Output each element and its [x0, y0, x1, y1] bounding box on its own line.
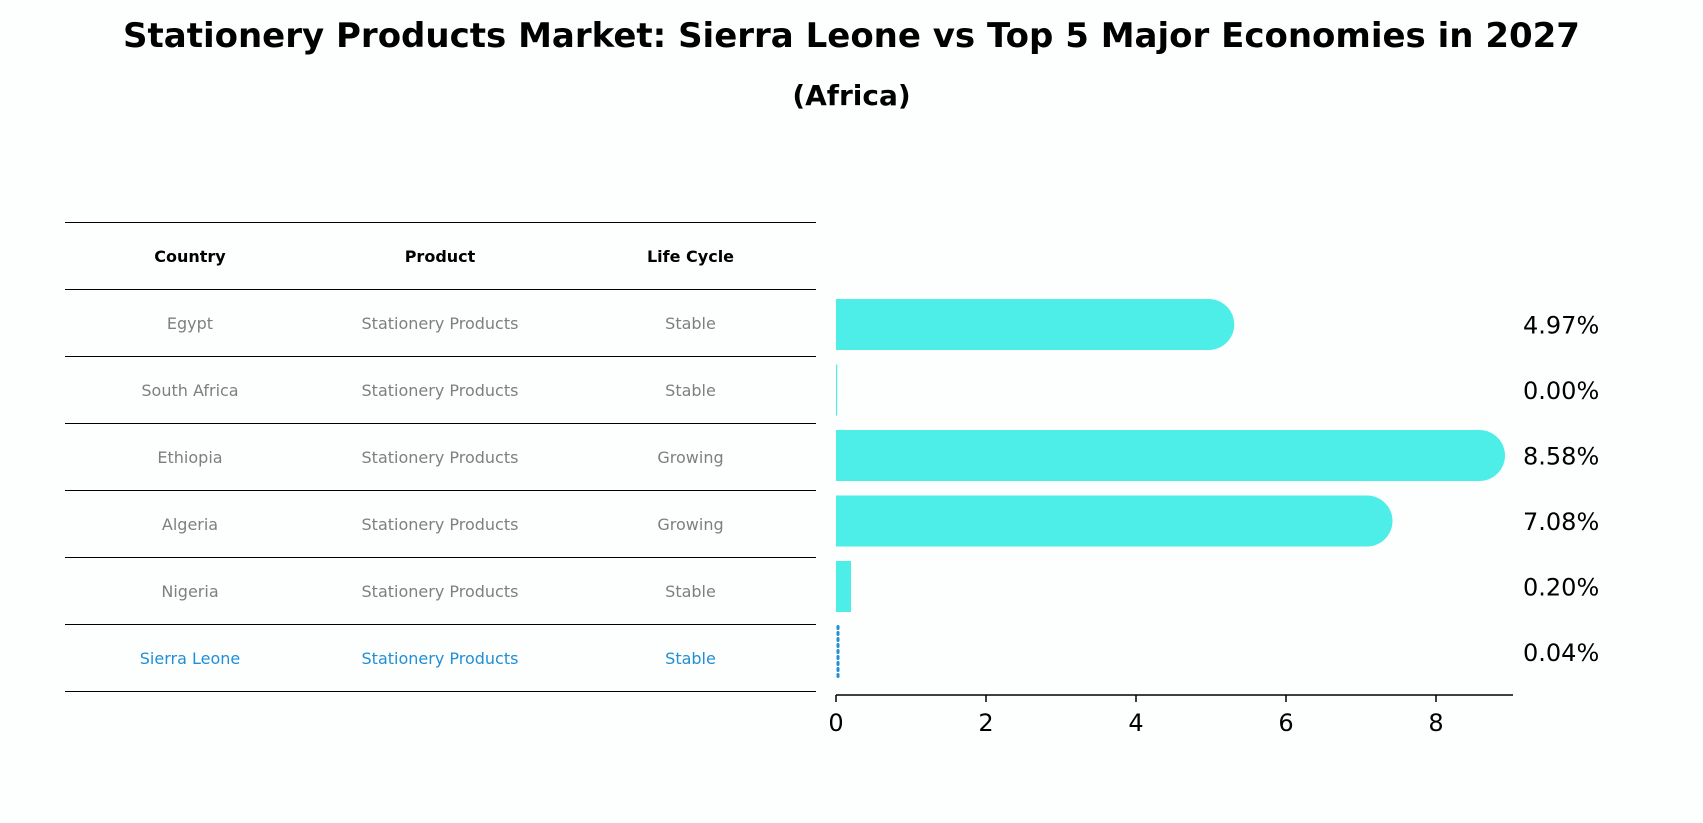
cell-product: Stationery Products	[361, 514, 519, 534]
cell-country: Sierra Leone	[139, 648, 241, 668]
cell-country: Egypt	[166, 313, 214, 333]
table-row-highlight: Sierra Leone Stationery Products Stable	[65, 625, 816, 692]
value-label: 0.20%	[1523, 574, 1599, 602]
data-table: Country Product Life Cycle Egypt Station…	[65, 222, 816, 692]
value-label: 0.04%	[1523, 639, 1599, 667]
x-tick-label: 8	[1428, 709, 1443, 737]
x-tick-label: 0	[828, 709, 843, 737]
x-tick-label: 6	[1278, 709, 1293, 737]
table-row: Nigeria Stationery Products Stable	[65, 558, 816, 625]
cell-life-cycle: Stable	[665, 648, 716, 668]
cell-life-cycle: Growing	[657, 447, 724, 467]
table-row: Algeria Stationery Products Growing	[65, 491, 816, 558]
cell-product: Stationery Products	[361, 581, 519, 601]
table-header-row: Country Product Life Cycle	[65, 222, 816, 290]
header-life-cycle: Life Cycle	[646, 246, 735, 266]
cell-country: Nigeria	[161, 581, 219, 601]
header-country: Country	[154, 246, 226, 266]
value-label: 4.97%	[1523, 312, 1599, 340]
cell-product: Stationery Products	[361, 380, 519, 400]
cell-life-cycle: Growing	[657, 514, 724, 534]
value-label: 0.00%	[1523, 377, 1599, 405]
table-row: South Africa Stationery Products Stable	[65, 357, 816, 424]
bar-south-africa	[836, 364, 838, 416]
header-product: Product	[404, 246, 476, 266]
bar-egypt	[836, 299, 1235, 350]
bar-algeria	[836, 495, 1393, 547]
table-row: Ethiopia Stationery Products Growing	[65, 424, 816, 491]
chart-title: Stationery Products Market: Sierra Leone…	[123, 16, 1580, 56]
cell-life-cycle: Stable	[665, 380, 716, 400]
x-tick-label: 4	[1128, 709, 1143, 737]
cell-country: Ethiopia	[157, 447, 223, 467]
cell-life-cycle: Stable	[665, 581, 716, 601]
cell-country: Algeria	[161, 514, 219, 534]
cell-life-cycle: Stable	[665, 313, 716, 333]
x-tick-label: 2	[978, 709, 993, 737]
cell-product: Stationery Products	[361, 447, 519, 467]
chart-subtitle: (Africa)	[792, 79, 911, 112]
value-label: 8.58%	[1523, 443, 1599, 471]
cell-country: South Africa	[141, 380, 239, 400]
bar-ethiopia	[836, 430, 1506, 481]
bar-nigeria	[836, 561, 851, 612]
cell-product: Stationery Products	[361, 313, 519, 333]
table-row: Egypt Stationery Products Stable	[65, 290, 816, 357]
cell-product: Stationery Products	[361, 648, 519, 668]
value-label: 7.08%	[1523, 508, 1599, 536]
